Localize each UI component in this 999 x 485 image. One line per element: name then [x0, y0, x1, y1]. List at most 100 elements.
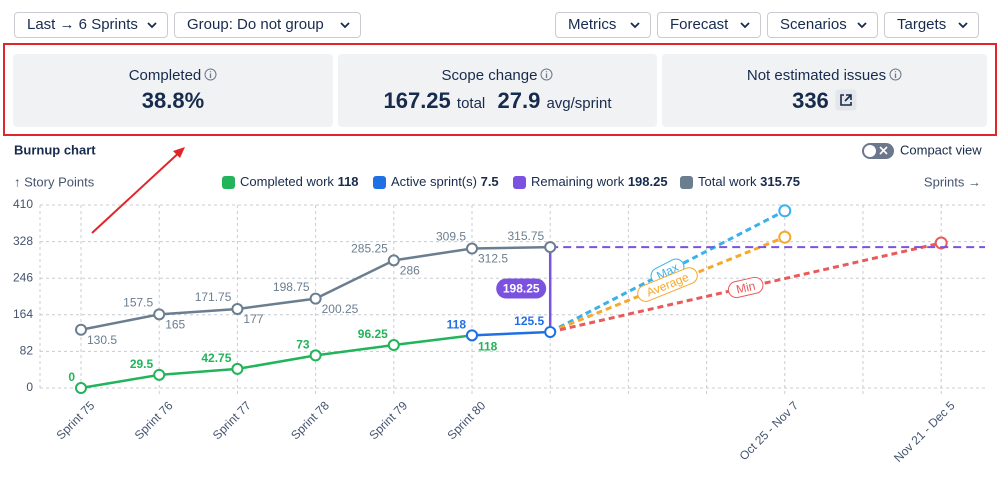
- x-tick-label: Sprint 75: [54, 398, 98, 442]
- forecast-line: [549, 235, 786, 334]
- scope-start-label: 171.75: [195, 290, 232, 304]
- legend-value: 118: [338, 174, 359, 189]
- data-point: [466, 242, 478, 255]
- chevron: [340, 22, 350, 29]
- data-label: 165: [165, 318, 185, 332]
- x-tick-label: Sprint 77: [210, 398, 254, 442]
- data-label: 286: [400, 264, 420, 278]
- group-button[interactable]: Group: Do not group: [174, 12, 361, 38]
- highlight-frame: [3, 43, 997, 136]
- x-tick-label: Nov 21 - Dec 5: [891, 398, 958, 465]
- data-point: [544, 241, 557, 254]
- legend-swatch: [222, 176, 235, 189]
- chevron: [857, 22, 867, 29]
- forecast-end-point: [778, 230, 792, 244]
- legend-swatch: [680, 176, 693, 189]
- x-tick-label: Sprint 80: [445, 398, 489, 442]
- data-point: [153, 308, 166, 321]
- legend-value: 7.5: [481, 174, 499, 189]
- forecast-button[interactable]: Forecast: [657, 12, 761, 38]
- data-label: 200.25: [322, 302, 359, 316]
- forecast-end-point: [934, 236, 948, 250]
- remaining-pill: [496, 278, 547, 299]
- button-label: Group: Do not group: [187, 16, 324, 33]
- forecast-pill: Min: [727, 276, 764, 299]
- series-line: [471, 330, 551, 337]
- card-unit: avg/sprint: [546, 95, 612, 112]
- chevron: [958, 22, 968, 29]
- button-label: Metrics: [568, 16, 617, 33]
- y-tick-label: 410: [13, 197, 33, 211]
- legend-value: 198.25: [628, 174, 668, 189]
- toggle-knob: [864, 145, 876, 157]
- forecast-end-point: [778, 204, 792, 218]
- x-tick-label: Sprint 76: [132, 398, 176, 442]
- info-icon[interactable]: [889, 68, 902, 81]
- card-label: Scope change: [441, 67, 538, 84]
- y-axis-label: ↑ Story Points: [14, 174, 95, 189]
- card-value: 38.8%: [141, 88, 205, 113]
- scope-start-label: 157.5: [123, 296, 153, 310]
- scope-start-label: 198.75: [273, 280, 310, 294]
- button-label: Targets: [897, 16, 947, 33]
- x-tick-label: Oct 25 - Nov 7: [737, 398, 802, 463]
- button-label: Scenarios: [780, 16, 847, 33]
- data-point: [309, 292, 322, 305]
- forecast-pill-label: Min: [735, 279, 757, 297]
- data-label: 130.5: [87, 333, 117, 347]
- data-point: [75, 323, 87, 336]
- data-point: [387, 254, 400, 267]
- data-point: [309, 349, 322, 362]
- legend-name: Remaining work: [531, 174, 625, 189]
- legend-name: Total work: [698, 174, 757, 189]
- scope-start-label: 285.25: [351, 242, 388, 256]
- legend-swatch: [373, 176, 386, 189]
- legend-name: Active sprint(s): [391, 174, 477, 189]
- data-point: [231, 362, 244, 375]
- y-tick-label: 328: [13, 234, 33, 248]
- x-tick-label: Sprint 79: [366, 398, 410, 442]
- toggle-label[interactable]: Compact view: [900, 142, 982, 157]
- series-line: [80, 334, 473, 390]
- card-unit: total: [456, 95, 486, 112]
- not-estimated-card: Not estimated issues 336: [662, 54, 987, 127]
- x-axis-label: Sprints →: [924, 174, 981, 189]
- card-value: 336: [792, 88, 829, 113]
- data-label: 96.25: [358, 327, 388, 341]
- chart-title: Burnup chart: [14, 142, 96, 157]
- button-label: Last → 6 Sprints: [27, 16, 138, 33]
- x-tick-label: Sprint 78: [288, 398, 332, 442]
- legend-entry: Total work 315.75: [698, 174, 800, 189]
- data-label: 118: [447, 318, 467, 332]
- data-point: [153, 368, 166, 381]
- data-label: 118: [478, 340, 498, 354]
- data-point: [544, 325, 557, 338]
- open-link-button[interactable]: [835, 89, 857, 111]
- sprint-range-button[interactable]: Last → 6 Sprints: [14, 12, 168, 38]
- legend-entry: Active sprint(s) 7.5: [391, 174, 499, 189]
- scope-change-card: Scope change 167.25 total 27.9 avg/sprin…: [338, 54, 657, 127]
- targets-button[interactable]: Targets: [884, 12, 979, 38]
- scenarios-button[interactable]: Scenarios: [767, 12, 878, 38]
- annotation-arrow: [91, 148, 184, 234]
- card-label: Not estimated issues: [746, 67, 887, 84]
- info-icon[interactable]: [540, 68, 553, 81]
- legend-name: Completed work: [240, 174, 334, 189]
- card-label: Completed: [128, 67, 202, 84]
- chevron: [147, 22, 157, 29]
- info-icon[interactable]: [204, 68, 217, 81]
- remaining-label: 198.25: [503, 282, 540, 296]
- metrics-button[interactable]: Metrics: [555, 12, 651, 38]
- data-label: 315.75: [507, 229, 544, 243]
- chevron: [630, 22, 640, 29]
- data-label: 73: [296, 338, 310, 352]
- y-tick-label: 82: [20, 344, 34, 358]
- data-label: 177: [243, 312, 263, 326]
- scope-start-label: 309.5: [436, 230, 466, 244]
- y-tick-label: 164: [13, 307, 33, 321]
- card-value: 167.25: [383, 88, 451, 113]
- card-value: 27.9: [497, 88, 541, 113]
- data-point: [387, 339, 400, 352]
